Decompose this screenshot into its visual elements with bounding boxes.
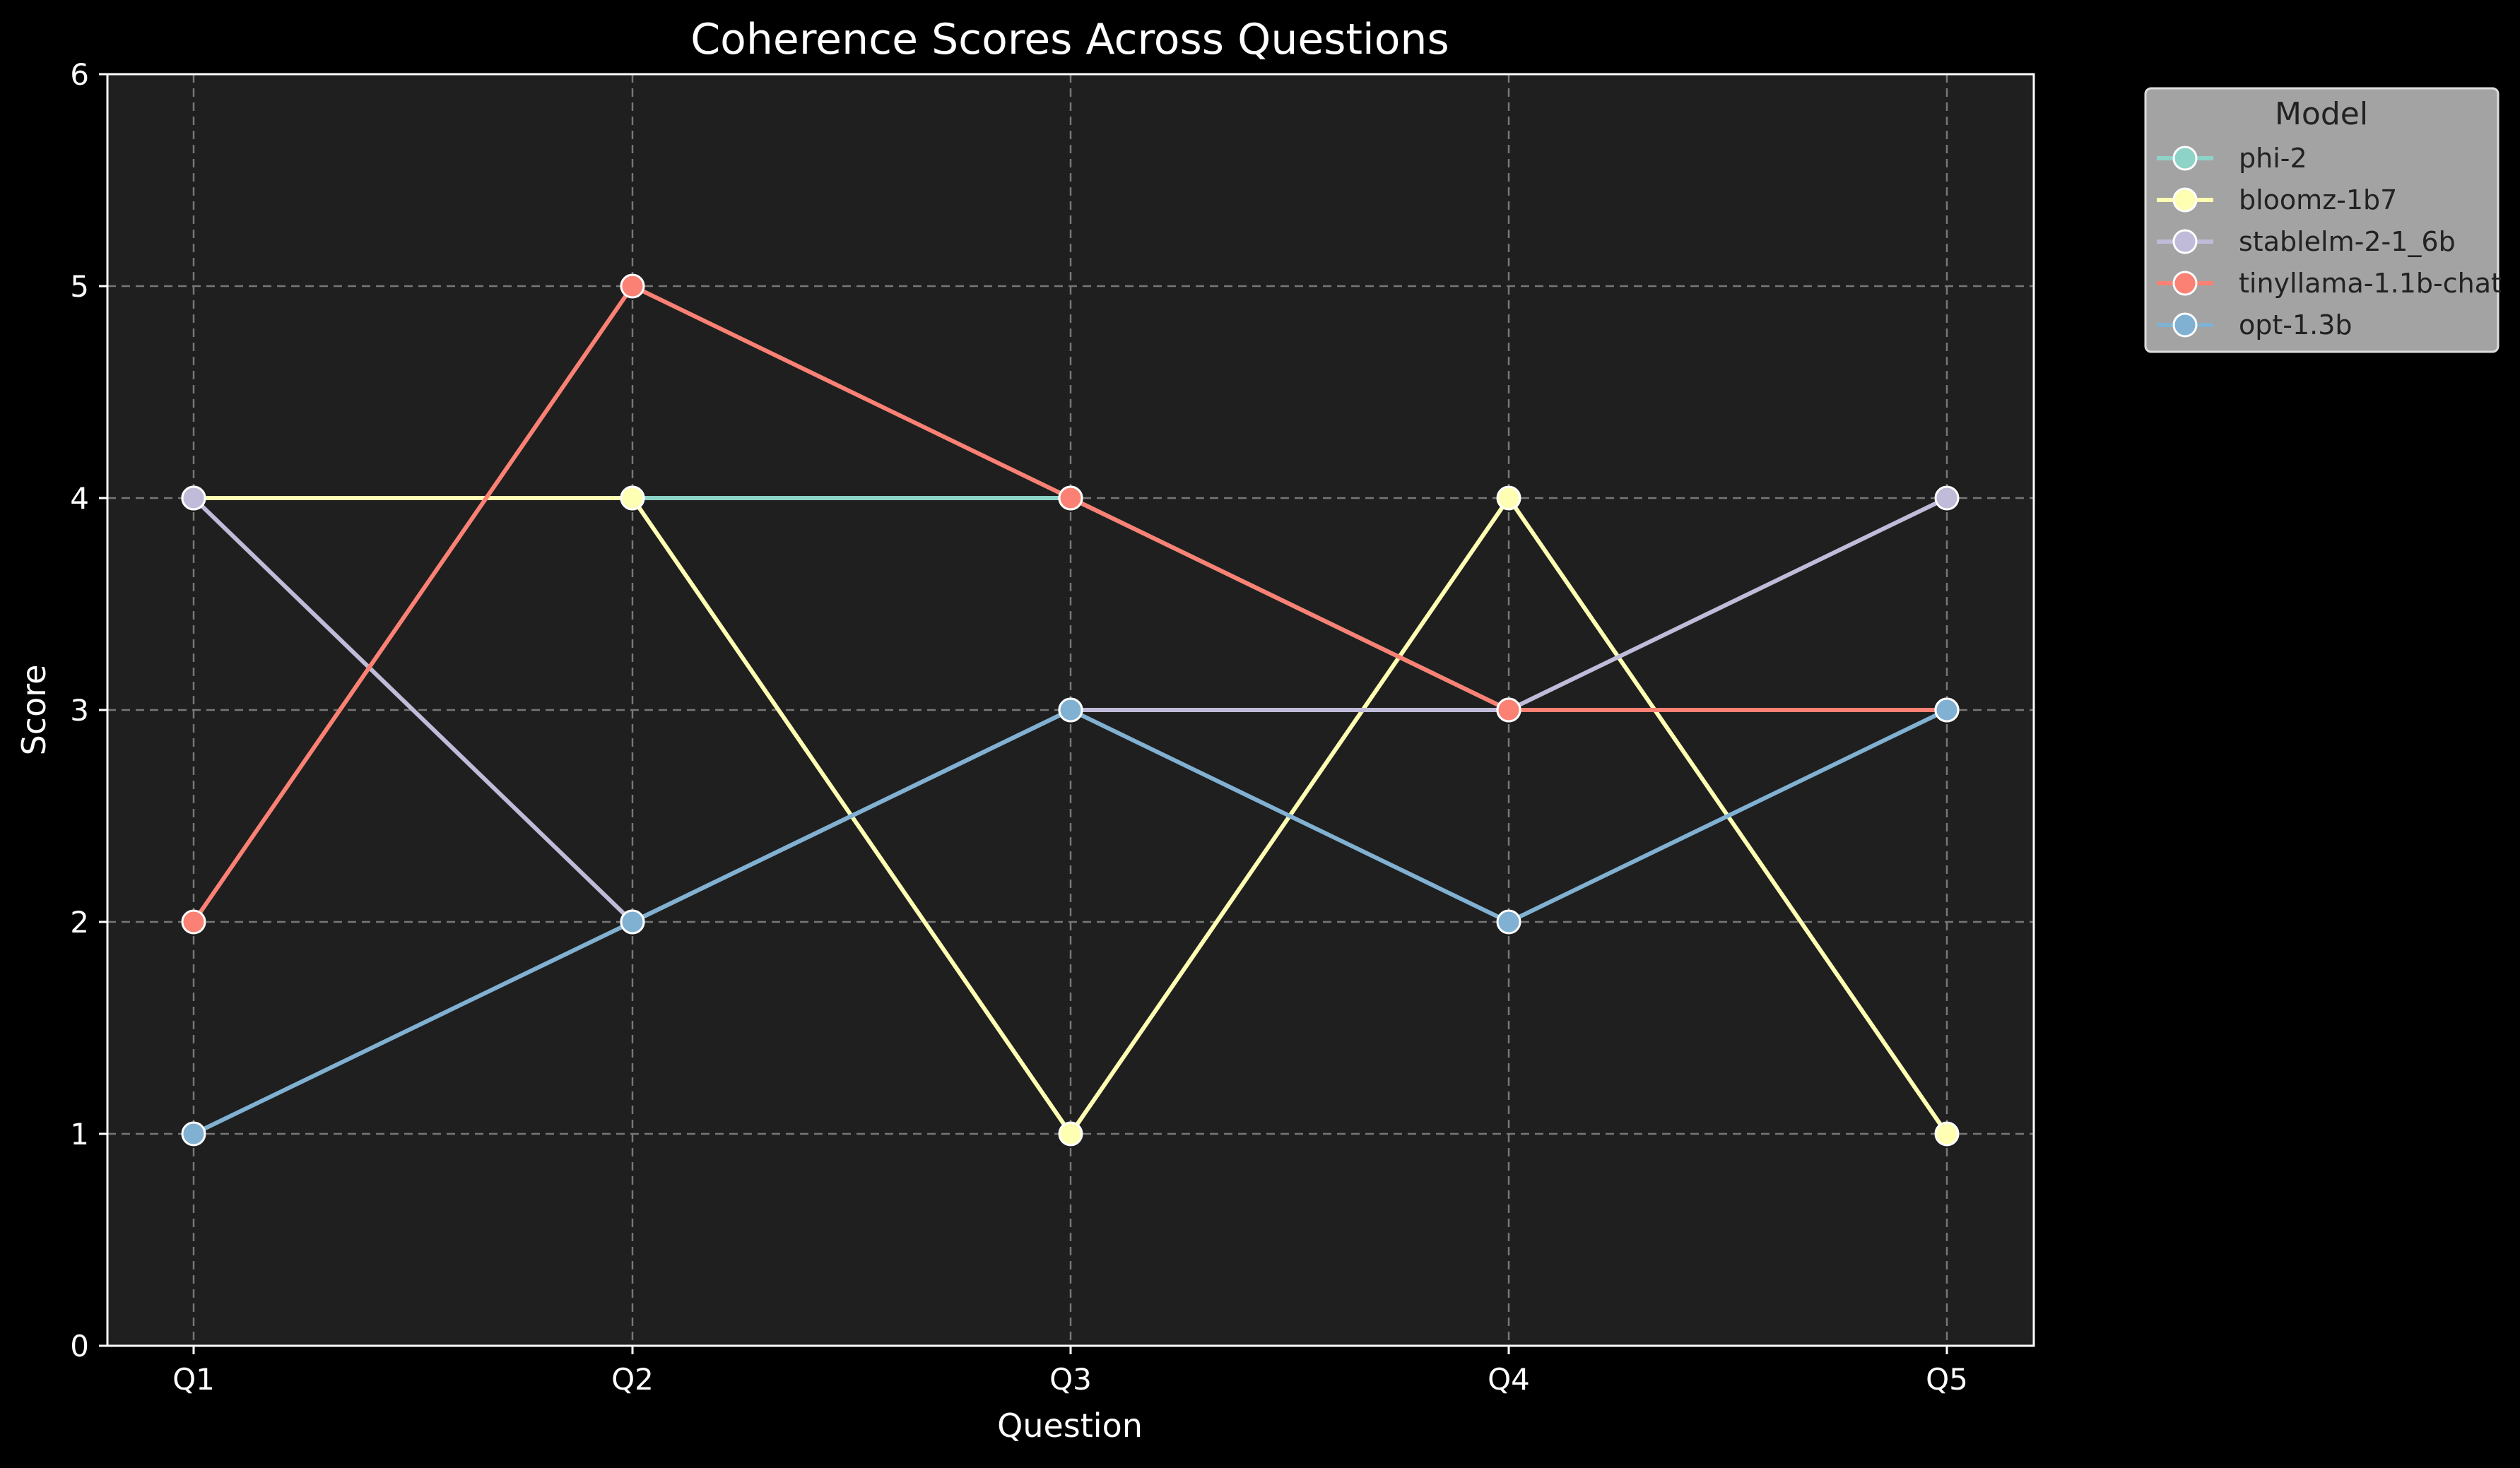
data-point (181, 485, 206, 511)
legend-label: tinyllama-1.1b-chat (2239, 268, 2502, 299)
y-axis-label: Score (15, 665, 53, 756)
data-point (1496, 485, 1521, 511)
y-tick-label: 5 (70, 269, 89, 304)
data-point (181, 909, 206, 935)
chart-title: Coherence Scores Across Questions (690, 15, 1449, 64)
y-tick-label: 4 (70, 481, 89, 516)
data-point (1496, 697, 1521, 723)
series-markers-opt-1.3b (181, 697, 1960, 1147)
x-tick-label: Q5 (1926, 1362, 1968, 1397)
y-tick-label: 2 (70, 905, 89, 940)
data-point (181, 1121, 206, 1147)
x-tick-label: Q3 (1049, 1362, 1092, 1397)
series-layer (181, 273, 1960, 1147)
data-point (1934, 485, 1960, 511)
data-point (1934, 697, 1960, 723)
data-point (1934, 1121, 1960, 1147)
y-tick-label: 1 (70, 1117, 89, 1152)
legend-marker (2172, 312, 2198, 338)
x-axis-label: Question (997, 1407, 1143, 1445)
data-point (1496, 909, 1521, 935)
legend-label: bloomz-1b7 (2239, 184, 2397, 215)
legend-marker (2172, 229, 2198, 254)
legend-item: opt-1.3b (2157, 309, 2353, 341)
legend-item: stablelm-2-1_6b (2157, 226, 2456, 257)
y-tick-label: 0 (70, 1329, 89, 1363)
legend-marker (2172, 187, 2198, 213)
data-point (620, 909, 645, 935)
legend-marker (2172, 146, 2198, 171)
x-tick-label: Q2 (611, 1362, 654, 1397)
legend-item: bloomz-1b7 (2157, 184, 2397, 215)
x-tick-label: Q4 (1488, 1362, 1530, 1397)
x-tick-label: Q1 (172, 1362, 215, 1397)
legend-label: opt-1.3b (2239, 309, 2353, 341)
legend-items: phi-2 bloomz-1b7 stablelm-2-1_6b tinyllama-… (2157, 143, 2502, 341)
legend-item: phi-2 (2157, 143, 2307, 174)
legend-label: phi-2 (2239, 143, 2307, 174)
legend-label: stablelm-2-1_6b (2239, 226, 2456, 257)
y-tick-label: 6 (70, 57, 89, 92)
data-point (1058, 697, 1083, 723)
legend: Model phi-2 bloomz-1b7 stablelm-2-1_6btiny… (2144, 87, 2502, 353)
axes: 0 1 2 3 4 5 6 Q1 Q2 Q3 Q4 Q5 (70, 57, 1968, 1397)
legend-box (2144, 87, 2500, 353)
data-point (620, 485, 645, 511)
data-point (620, 273, 645, 299)
y-tick-label: 3 (70, 693, 89, 728)
legend-item: tinyllama-1.1b-chat (2157, 268, 2502, 299)
legend-marker (2172, 271, 2198, 296)
data-point (1058, 1121, 1083, 1147)
data-point (1058, 485, 1083, 511)
legend-title: Model (2275, 96, 2368, 132)
